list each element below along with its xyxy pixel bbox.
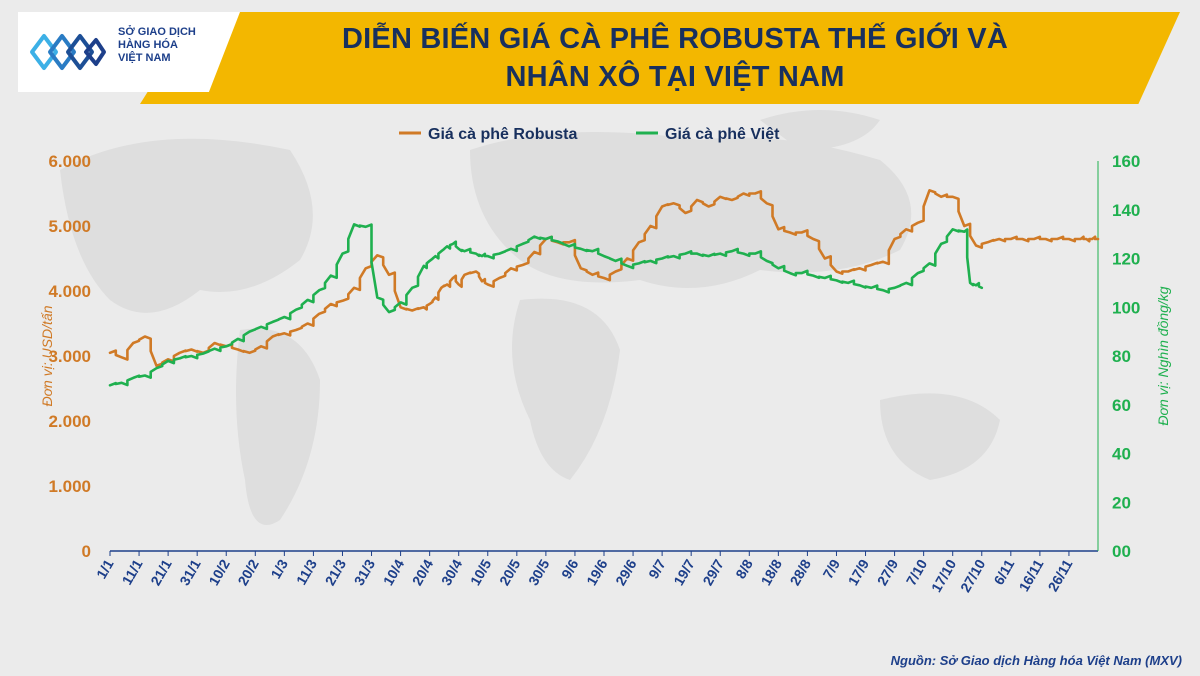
x-tick-label: 20/5	[496, 556, 524, 588]
x-tick-label: 21/1	[147, 556, 175, 588]
left-tick-label: 6.000	[48, 152, 91, 171]
x-tick-label: 27/10	[957, 556, 988, 595]
x-tick-label: 8/8	[732, 556, 756, 581]
x-tick-label: 18/8	[757, 556, 785, 588]
x-tick-label: 6/11	[990, 556, 1017, 587]
left-tick-label: 0	[82, 542, 91, 561]
right-tick-label: 20	[1112, 493, 1131, 512]
chart-legend: Giá cà phê Robusta Giá cà phê Việt	[399, 126, 780, 143]
x-tick-label: 16/11	[1015, 556, 1046, 594]
x-tick-label: 29/7	[699, 556, 727, 588]
right-tick-label: 60	[1112, 396, 1131, 415]
left-tick-label: 2.000	[48, 412, 91, 431]
x-tick-label: 10/4	[380, 556, 408, 588]
right-tick-label: 100	[1112, 298, 1140, 317]
right-tick-label: 120	[1112, 250, 1140, 269]
x-tick-label: 7/10	[903, 556, 931, 588]
x-tick-label: 20/4	[409, 556, 437, 588]
x-tick-label: 30/4	[438, 556, 466, 588]
series-layer	[108, 189, 1100, 387]
left-tick-label: 5.000	[48, 217, 91, 236]
x-tick-label: 9/6	[558, 556, 582, 581]
title-line-2: NHÂN XÔ TẠI VIỆT NAM	[505, 61, 845, 93]
left-axis-ticks: 0 1.000 2.000 3.000 4.000 5.000 6.000	[48, 152, 91, 561]
x-tick-label: 1/3	[267, 556, 291, 581]
x-tick-label: 11/1	[119, 556, 146, 587]
x-tick-label: 1/1	[93, 556, 117, 581]
x-tick-label: 9/7	[645, 556, 669, 581]
x-tick-label: 29/6	[612, 556, 640, 588]
right-tick-label: 80	[1112, 347, 1131, 366]
title-line-1: DIỄN BIẾN GIÁ CÀ PHÊ ROBUSTA THẾ GIỚI VÀ	[342, 23, 1008, 55]
x-tick-label: 10/2	[205, 556, 233, 588]
x-tick-label: 7/9	[819, 556, 843, 581]
right-axis-label: Đơn vị: Nghìn đồng/kg	[1155, 286, 1171, 425]
right-tick-label: 40	[1112, 445, 1131, 464]
left-tick-label: 3.000	[48, 347, 91, 366]
x-tick-label: 31/3	[351, 556, 379, 588]
series-line-viet	[108, 223, 984, 387]
x-tick-label: 19/6	[583, 556, 611, 588]
source-note: Nguồn: Sở Giao dịch Hàng hóa Việt Nam (M…	[890, 653, 1182, 668]
logo-line: SỞ GIAO DỊCH	[118, 26, 196, 38]
left-tick-label: 4.000	[48, 282, 91, 301]
logo-line: HÀNG HÓA	[118, 39, 178, 51]
series-line-robusta	[108, 189, 1100, 368]
logo-line: VIỆT NAM	[118, 52, 171, 64]
x-axis-ticks: 1/1 11/1 21/1 31/1 10/2 20/2 1/3 11/3 21/3 31/3 10…	[93, 551, 1076, 595]
page-title: DIỄN BIẾN GIÁ CÀ PHÊ ROBUSTA THẾ GIỚI VÀ…	[250, 20, 1100, 96]
right-tick-label: 00	[1112, 542, 1131, 561]
x-tick-label: 28/8	[787, 556, 815, 588]
x-tick-label: 10/5	[467, 556, 495, 588]
right-tick-label: 140	[1112, 201, 1140, 220]
x-tick-label: 21/3	[322, 556, 350, 588]
x-tick-label: 19/7	[670, 556, 698, 588]
left-axis-label: Đơn vị: USD/tấn	[39, 305, 55, 406]
x-tick-label: 11/3	[293, 556, 320, 587]
right-tick-label: 160	[1112, 152, 1140, 171]
x-tick-label: 31/1	[176, 556, 204, 588]
x-tick-label: 17/9	[845, 556, 873, 588]
x-tick-label: 30/5	[525, 556, 553, 588]
legend-label-viet: Giá cà phê Việt	[665, 126, 780, 143]
mxv-logo-icon	[30, 34, 106, 70]
right-axis-ticks: 00 20 40 60 80 100 120 140 160	[1112, 152, 1140, 561]
title-banner	[140, 12, 1180, 104]
x-tick-label: 20/2	[234, 556, 262, 588]
legend-label-robusta: Giá cà phê Robusta	[428, 126, 577, 143]
x-tick-label: 27/9	[874, 556, 902, 588]
logo-text: SỞ GIAO DỊCH HÀNG HÓA VIỆT NAM	[118, 26, 228, 65]
x-tick-label: 17/10	[928, 556, 959, 595]
left-tick-label: 1.000	[48, 477, 91, 496]
x-tick-label: 26/11	[1045, 556, 1076, 594]
